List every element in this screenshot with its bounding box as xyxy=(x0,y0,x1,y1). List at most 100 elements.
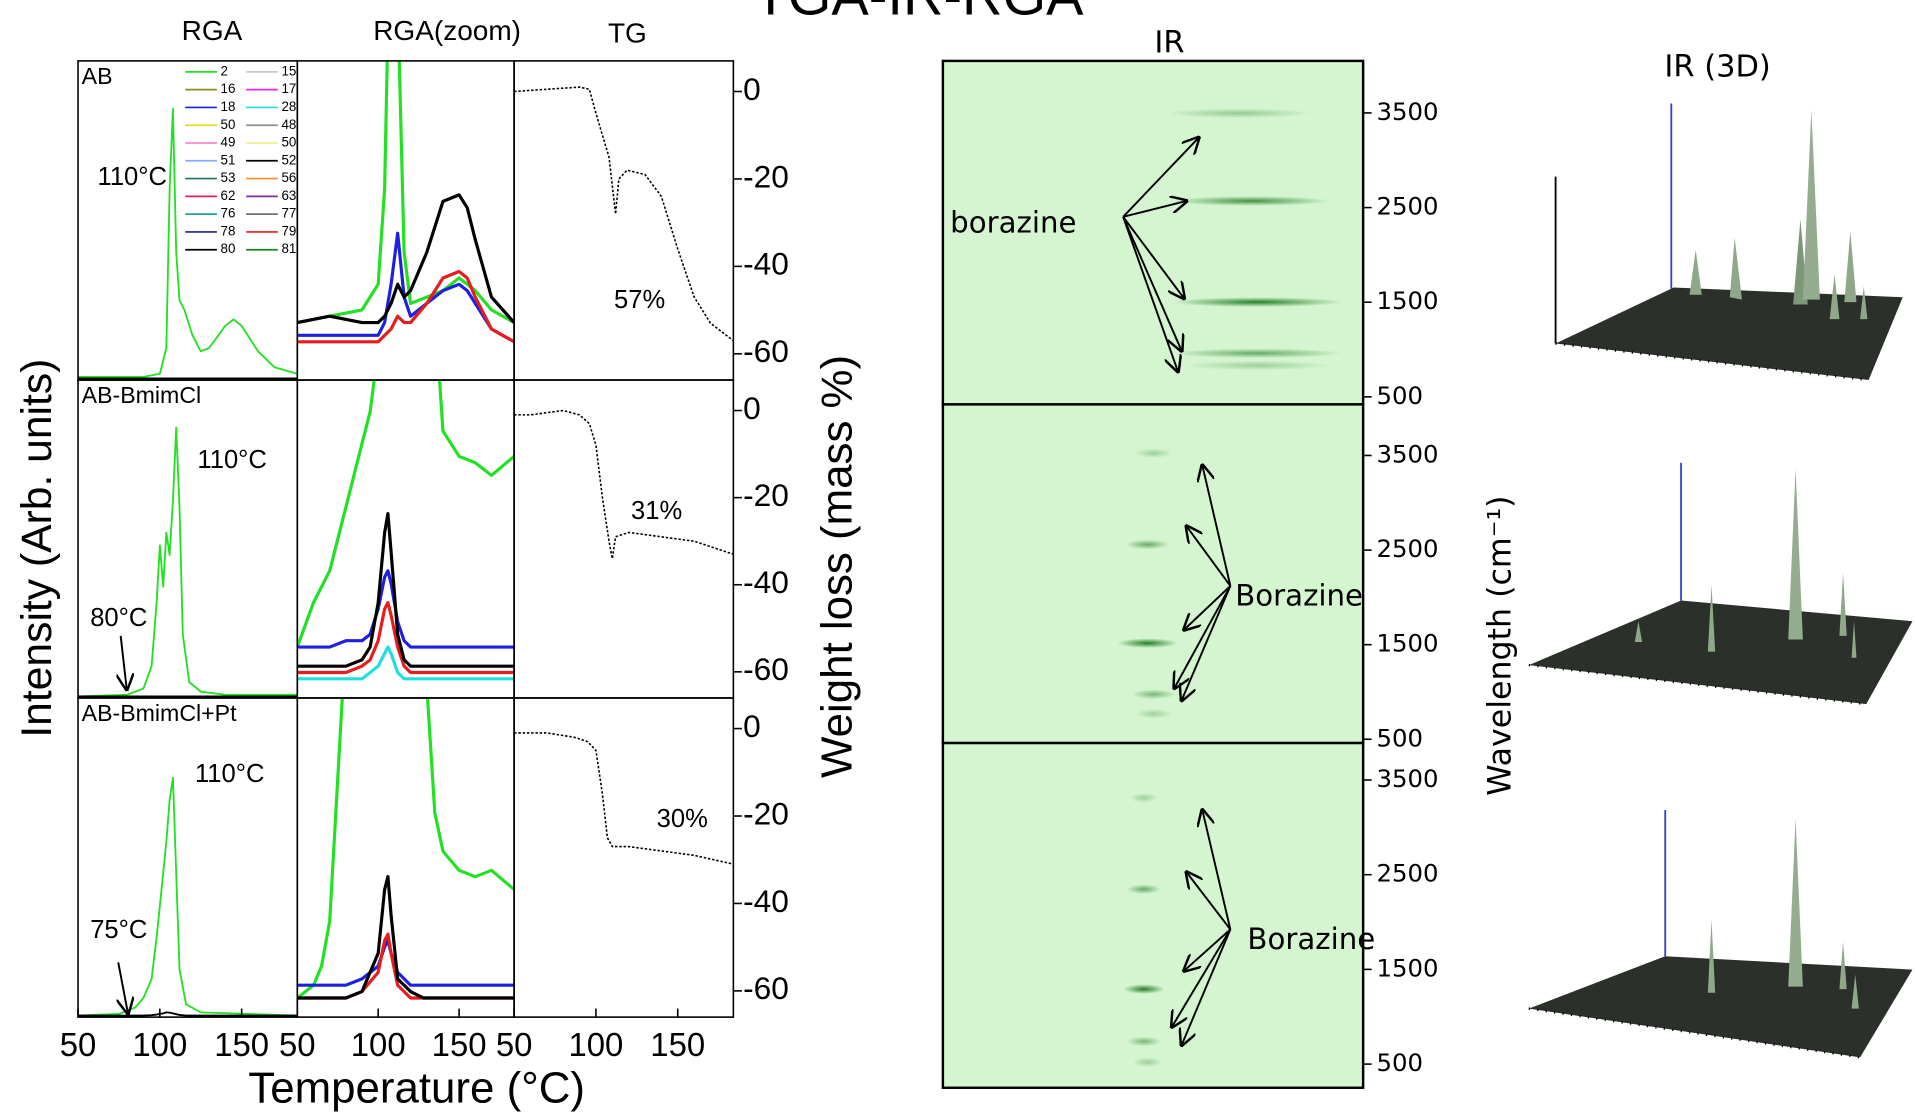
absorption-band xyxy=(1171,196,1331,206)
panel-frame xyxy=(77,60,299,381)
panels: RGA AB 110°C 2 15 16 17 18 28 50 48 49 50 51 52 53 56 62 6… xyxy=(60,15,1439,1089)
series-line xyxy=(297,601,515,675)
panel-frame xyxy=(77,379,299,699)
legend-label: 52 xyxy=(281,152,296,167)
y-tick-label: -40 xyxy=(743,883,789,919)
line-shape xyxy=(1122,138,1199,218)
line-shape xyxy=(1122,216,1184,299)
ir-labels: Wavelength (cm⁻¹) IR (3D) xyxy=(1483,50,1771,796)
x-tick-label: 50 xyxy=(60,1026,97,1063)
absorption-band xyxy=(1129,792,1159,803)
line-shape xyxy=(1174,585,1232,688)
absorption-band xyxy=(1132,1057,1163,1068)
panel-frame xyxy=(941,741,1365,1089)
legend-label: 56 xyxy=(281,170,296,185)
line-shape xyxy=(1187,872,1232,931)
column-title: TG xyxy=(608,18,647,49)
legend-label: 50 xyxy=(281,135,296,150)
line-shape xyxy=(1187,526,1232,587)
shape xyxy=(1802,109,1820,300)
legend-label: 28 xyxy=(281,99,296,114)
shape xyxy=(1707,919,1716,993)
y-tick-label: -60 xyxy=(743,651,789,687)
ir-3d-plots xyxy=(1528,103,1913,1059)
column-title: RGA(zoom) xyxy=(373,15,521,46)
series-line xyxy=(514,409,734,560)
panel-label: AB xyxy=(82,63,113,89)
series-line xyxy=(78,1011,298,1017)
annotation: 110°C xyxy=(98,163,167,191)
line-shape xyxy=(118,962,128,1013)
legend-label: 79 xyxy=(281,223,296,238)
x-tick-label: 100 xyxy=(132,1026,187,1063)
shape xyxy=(1788,468,1803,640)
ir-y-axis-label: Wavelength (cm⁻¹) xyxy=(1483,495,1519,795)
legend-label: 81 xyxy=(281,241,296,256)
absorption-band xyxy=(1165,108,1312,119)
shape xyxy=(1634,621,1643,642)
annotation: 31% xyxy=(631,497,682,525)
legend-label: 80 xyxy=(221,241,236,256)
ir-panel: Borazine 3500 2500 1500 500 xyxy=(941,741,1439,1089)
annotation: borazine xyxy=(950,206,1076,240)
legend-label: 49 xyxy=(221,135,236,150)
absorption-band xyxy=(1126,1036,1161,1047)
line-shape xyxy=(1122,201,1186,218)
series-line xyxy=(78,107,298,378)
legend-label: 17 xyxy=(281,81,296,96)
line-shape xyxy=(1184,585,1232,630)
series-line xyxy=(297,938,515,987)
legend-label: 63 xyxy=(281,188,296,203)
legend-label: 53 xyxy=(221,170,236,185)
figure-title: TGA-IR-RGA xyxy=(754,0,1084,27)
absorption-band xyxy=(1126,884,1161,895)
line-shape xyxy=(1122,216,1181,351)
x-tick-label: 150 xyxy=(650,1026,705,1063)
y-tick-label: -20 xyxy=(743,477,789,513)
y-tick-label: 1500 xyxy=(1377,286,1439,315)
column-title: RGA xyxy=(182,15,243,46)
y-tick-label: -40 xyxy=(743,564,789,600)
shape xyxy=(1844,231,1857,303)
shape xyxy=(1851,621,1857,658)
line-shape xyxy=(1202,810,1232,930)
annotation-arrows xyxy=(118,138,1232,1045)
series-line xyxy=(297,380,515,648)
shape xyxy=(1528,600,1913,705)
legend-label: 76 xyxy=(221,206,236,221)
panel: RGA(zoom) xyxy=(296,15,521,381)
annotation: Borazine xyxy=(1235,578,1363,612)
y-axis-label: Intensity (Arb. units) xyxy=(13,359,61,738)
shape xyxy=(1839,941,1847,990)
series-line xyxy=(514,732,734,865)
absorption-band xyxy=(1171,297,1343,307)
absorption-band xyxy=(1171,348,1343,359)
ir-panel: IR borazine 3500 2500 1500 500 xyxy=(941,25,1439,410)
panel: TG 57% 0 -20 -40 -60 xyxy=(513,18,789,381)
series-line xyxy=(297,569,515,649)
line-shape xyxy=(1172,928,1232,1026)
y2-axis-label: Weight loss (mass %) xyxy=(813,355,862,778)
series-line xyxy=(297,60,515,325)
y-tick-label: -40 xyxy=(743,246,789,282)
line-shape xyxy=(1182,929,1232,1045)
annotation: 110°C xyxy=(195,760,264,788)
shape xyxy=(1689,249,1702,295)
legend-label: 16 xyxy=(221,81,236,96)
annotation: 75°C xyxy=(90,916,147,944)
annotation: 30% xyxy=(657,805,708,833)
shape xyxy=(1839,572,1847,636)
shape xyxy=(1528,956,1913,1058)
series-line xyxy=(78,776,298,1017)
y-tick-label: 1500 xyxy=(1377,953,1439,982)
legend-label: 2 xyxy=(221,63,228,78)
shape xyxy=(1829,274,1840,320)
ir-panel: Borazine 3500 2500 1500 500 xyxy=(941,403,1439,752)
panel-frame xyxy=(296,60,515,381)
series-line xyxy=(297,697,515,1000)
panel-frame xyxy=(513,697,735,1018)
panel-frame xyxy=(296,697,515,1018)
shape xyxy=(1860,286,1868,320)
absorption-band xyxy=(1184,360,1331,371)
